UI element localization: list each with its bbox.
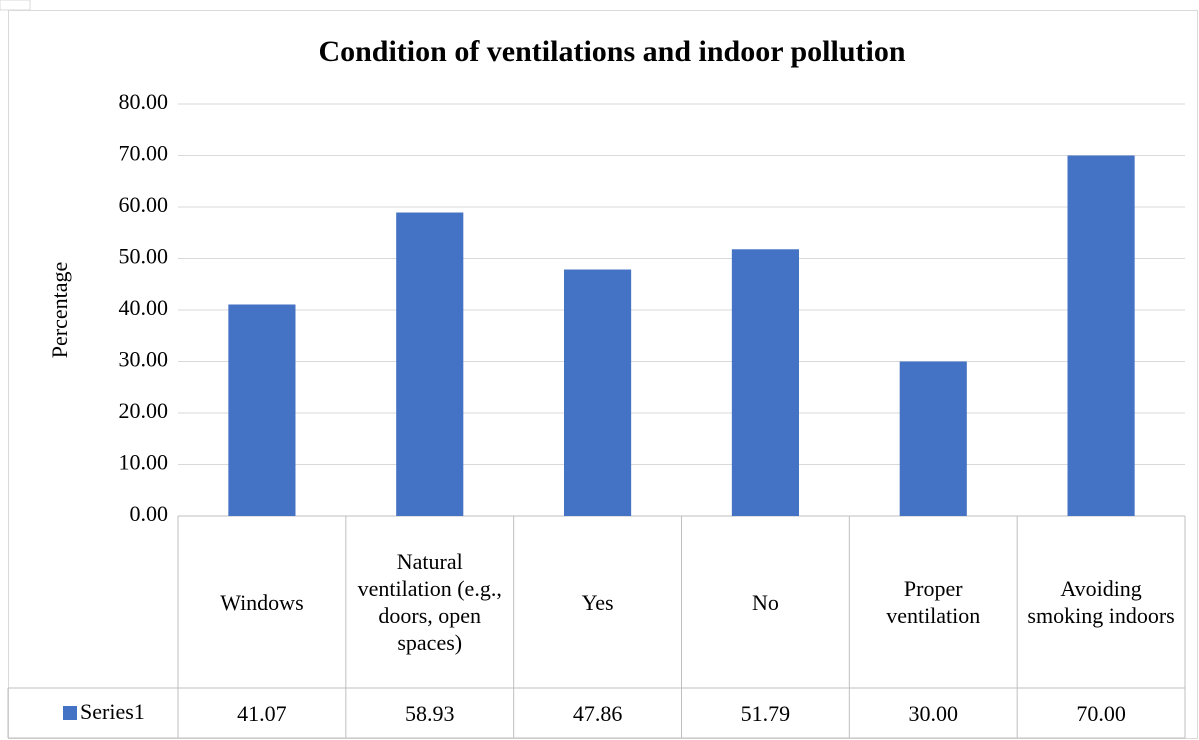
y-tick-label: 30.00 [119, 347, 169, 372]
tab [0, 0, 31, 11]
y-tick-label: 70.00 [119, 141, 169, 166]
y-tick-label: 50.00 [119, 244, 169, 269]
data-label: 30.00 [908, 700, 958, 726]
bar [899, 361, 967, 516]
legend-label: Series1 [80, 699, 145, 724]
y-tick-label: 20.00 [119, 398, 169, 423]
bar [564, 269, 632, 516]
bar [731, 249, 799, 516]
y-tick-label: 0.00 [130, 501, 169, 526]
legend-key [63, 706, 77, 720]
x-tick-label: Yes [581, 589, 614, 615]
y-tick-label: 60.00 [119, 192, 169, 217]
y-axis-label: Percentage [47, 262, 72, 359]
x-tick-label: No [751, 589, 779, 615]
x-tick-label: Proper ventilation [886, 576, 981, 628]
data-label: 41.07 [237, 700, 287, 726]
x-tick-label: Windows [220, 589, 304, 615]
bar [228, 304, 296, 516]
y-tick-label: 10.00 [119, 450, 169, 475]
x-tick-label: Avoiding smoking indoors [1027, 576, 1175, 628]
chart-title: Condition of ventilations and indoor pol… [318, 35, 905, 68]
bar [396, 212, 464, 516]
data-label: 58.93 [404, 700, 455, 726]
y-tick-label: 40.00 [119, 295, 169, 320]
data-label: 47.86 [572, 700, 623, 726]
y-tick-label: 80.00 [119, 89, 169, 114]
data-label: 51.79 [740, 700, 791, 726]
bar [1067, 155, 1135, 516]
x-tick-label: Natural ventilation (e.g., doors, open s… [357, 549, 502, 655]
data-label: 70.00 [1076, 700, 1126, 726]
